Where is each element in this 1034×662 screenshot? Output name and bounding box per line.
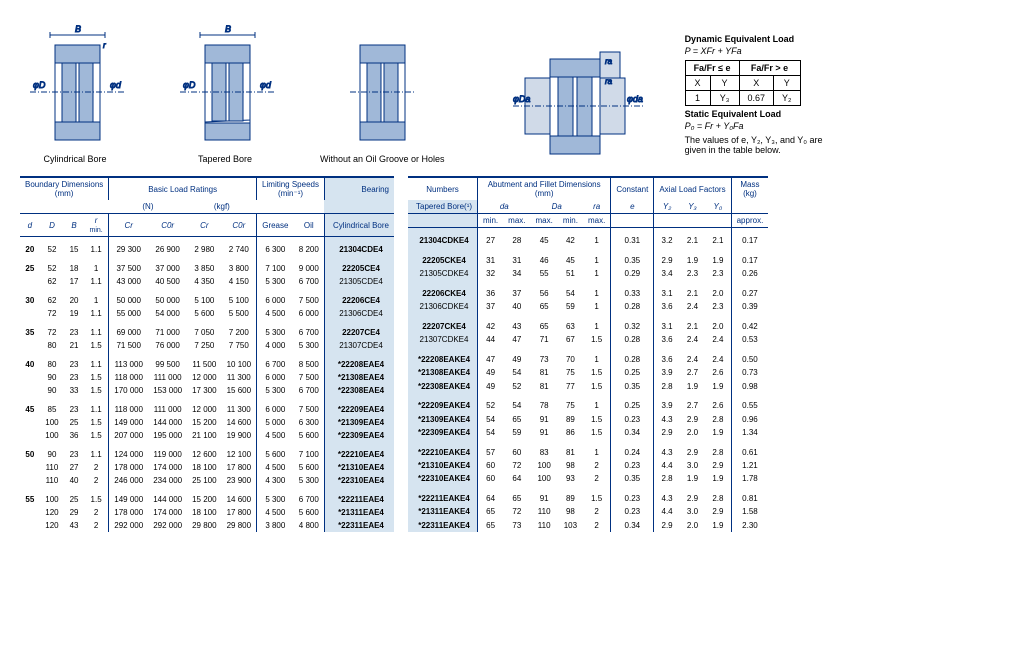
table-row: *22311EAKE4657311010320.342.92.01.92.30 bbox=[408, 519, 768, 532]
svg-text:φD: φD bbox=[33, 80, 46, 90]
no-oil-groove-diagram: Without an Oil Groove or Holes bbox=[320, 20, 445, 164]
table-row: 255218137 50037 0003 8503 8007 1009 0002… bbox=[20, 256, 394, 275]
diagram-label: Tapered Bore bbox=[198, 154, 252, 164]
svg-text:ra: ra bbox=[605, 57, 613, 66]
table-row: 4585231.1118 000111 00012 00011 3006 000… bbox=[20, 397, 394, 416]
table-row: 3572231.169 00071 0007 0507 2005 3006 70… bbox=[20, 320, 394, 339]
table-row: *22208EAKE44749737010.283.62.42.40.50 bbox=[408, 347, 768, 367]
svg-text:B: B bbox=[225, 24, 231, 34]
table-row: 120432292 000292 00029 80029 8003 8004 8… bbox=[20, 519, 394, 532]
table-row: 110272178 000174 00018 10017 8004 5005 6… bbox=[20, 461, 394, 474]
table-row: 100251.5149 000144 00015 20014 6005 0006… bbox=[20, 416, 394, 429]
dynamic-load-heading: Dynamic Equivalent Load bbox=[685, 34, 845, 44]
bearing-section-icon bbox=[345, 20, 420, 150]
table-row: 55100251.5149 000144 00015 20014 6005 30… bbox=[20, 487, 394, 506]
table-row: 72191.155 00054 0005 6005 5004 5006 0002… bbox=[20, 307, 394, 320]
load-factor-table: Fa/Fr ≤ eFa/Fr > e XYXY 1Y₃0.67Y₂ bbox=[685, 60, 801, 106]
table-row: 22205CKE43131464510.352.91.91.90.17 bbox=[408, 248, 768, 268]
formula-block: Dynamic Equivalent Load P = XFr + YFa Fa… bbox=[685, 34, 845, 155]
svg-text:φDa: φDa bbox=[513, 94, 530, 104]
table-row: *22210EAKE45760838110.244.32.92.80.61 bbox=[408, 439, 768, 459]
table-row: 80211.571 50076 0007 2507 7504 0005 3002… bbox=[20, 339, 394, 352]
table-row: *21308EAKE4495481751.50.253.92.72.60.73 bbox=[408, 366, 768, 379]
svg-text:φD: φD bbox=[183, 80, 196, 90]
static-load-heading: Static Equivalent Load bbox=[685, 109, 845, 119]
table-row: 5090231.1124 000119 00012 60012 1005 600… bbox=[20, 442, 394, 461]
bearing-section-icon: B φD φd bbox=[170, 20, 280, 150]
table-row: 62171.143 00040 5004 3504 1505 3006 7002… bbox=[20, 275, 394, 288]
table-row: *22209EAKE45254787510.253.92.72.60.55 bbox=[408, 393, 768, 413]
table-row: 21307CDKE4444771671.50.283.62.42.40.53 bbox=[408, 333, 768, 346]
diagram-label: Without an Oil Groove or Holes bbox=[320, 154, 445, 164]
table-row: *22308EAKE4495281771.50.352.81.91.90.98 bbox=[408, 379, 768, 392]
abutment-diagram: φDa φda ra ra bbox=[505, 34, 655, 164]
table-row: 2052151.129 30026 9002 9802 7406 3008 20… bbox=[20, 237, 394, 257]
table-row: 22206CKE43637565410.333.12.12.00.27 bbox=[408, 281, 768, 301]
table-row: *21311EAKE465721109820.234.43.02.91.58 bbox=[408, 505, 768, 518]
table-row: *22309EAKE4545991861.50.342.92.01.91.34 bbox=[408, 426, 768, 439]
diagram-row: B φD φd r Cylindrical Bore B bbox=[20, 20, 1014, 164]
table-row: *21310EAKE460721009820.234.43.02.91.21 bbox=[408, 459, 768, 472]
bearing-table-right: Numbers Abutment and Fillet Dimensions(m… bbox=[408, 176, 768, 532]
cylindrical-bore-diagram: B φD φd r Cylindrical Bore bbox=[20, 20, 130, 164]
table-row: 4080231.1113 00099 50011 50010 1006 7008… bbox=[20, 352, 394, 371]
table-row: 21306CDKE43740655910.283.62.42.30.39 bbox=[408, 300, 768, 313]
bearing-table-left: Boundary Dimensions(mm) Basic Load Ratin… bbox=[20, 176, 394, 532]
table-row: 90331.5170 000153 00017 30015 6005 3006 … bbox=[20, 384, 394, 397]
table-row: 22207CKE44243656310.323.12.12.00.42 bbox=[408, 314, 768, 334]
table-row: 21304CDKE42728454210.313.22.12.10.17 bbox=[408, 228, 768, 248]
static-load-formula: P₀ = Fr + Y₀Fa bbox=[685, 121, 845, 131]
table-row: 306220150 00050 0005 1005 1006 0007 5002… bbox=[20, 288, 394, 307]
svg-text:B: B bbox=[75, 24, 81, 34]
svg-text:ra: ra bbox=[605, 77, 613, 86]
formula-note: The values of e, Y₂, Y₃, and Y₀ are give… bbox=[685, 135, 845, 155]
diagram-label: Cylindrical Bore bbox=[43, 154, 106, 164]
table-row: 100361.5207 000195 00021 10019 9004 5005… bbox=[20, 429, 394, 442]
table-row: *22310EAKE460641009320.352.81.91.91.78 bbox=[408, 472, 768, 485]
table-row: *22211EAKE4646591891.50.234.32.92.80.81 bbox=[408, 486, 768, 506]
dynamic-load-formula: P = XFr + YFa bbox=[685, 46, 845, 56]
svg-text:φd: φd bbox=[260, 80, 272, 90]
table-row: 21305CDKE43234555110.293.42.32.30.26 bbox=[408, 267, 768, 280]
table-row: *21309EAKE4546591891.50.234.32.92.80.96 bbox=[408, 412, 768, 425]
bearing-section-icon: B φD φd r bbox=[20, 20, 130, 150]
svg-text:φda: φda bbox=[627, 94, 643, 104]
table-row: 120292178 000174 00018 10017 8004 5005 6… bbox=[20, 506, 394, 519]
bearing-abutment-icon: φDa φda ra ra bbox=[505, 34, 655, 164]
svg-text:φd: φd bbox=[110, 80, 122, 90]
svg-text:r: r bbox=[103, 41, 106, 50]
table-row: 110402246 000234 00025 10023 9004 3005 3… bbox=[20, 474, 394, 487]
tapered-bore-diagram: B φD φd Tapered Bore bbox=[170, 20, 280, 164]
table-row: 90231.5118 000111 00012 00011 3006 0007 … bbox=[20, 371, 394, 384]
